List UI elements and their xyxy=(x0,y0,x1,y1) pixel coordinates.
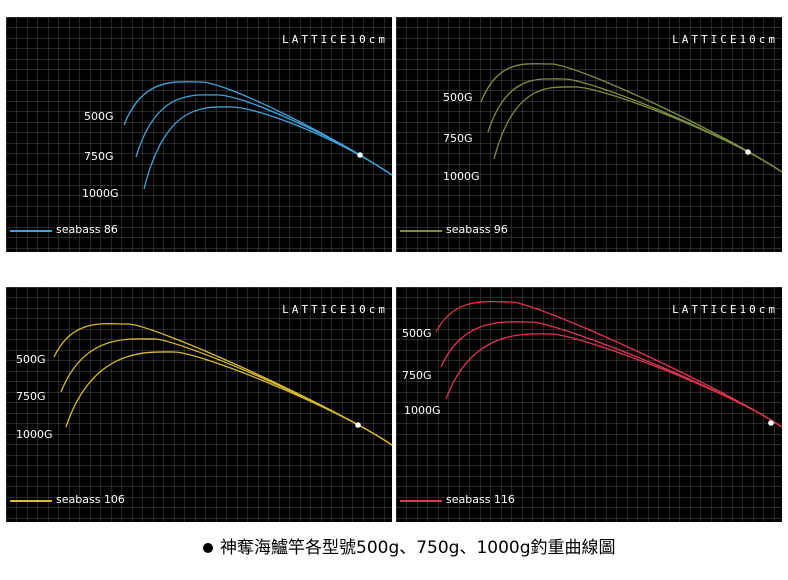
legend-label: seabass 106 xyxy=(56,493,125,506)
tip-dot xyxy=(745,149,751,155)
weight-label: 750G xyxy=(402,369,432,382)
bend-curve xyxy=(135,94,393,176)
bend-curve xyxy=(445,333,783,428)
weight-label: 750G xyxy=(84,150,114,163)
weight-label: 750G xyxy=(443,132,473,145)
weight-label: 1000G xyxy=(443,170,480,183)
lattice-label: LATTICE10cm xyxy=(282,33,388,46)
weight-label: 750G xyxy=(16,390,46,403)
bend-curve xyxy=(480,63,783,173)
grid xyxy=(6,17,392,252)
legend-label: seabass 96 xyxy=(446,223,508,236)
lattice-label: LATTICE10cm xyxy=(672,33,778,46)
caption: 神奪海鱸竿各型號500g、750g、1000g釣重曲線圖 xyxy=(220,538,616,558)
bend-curve xyxy=(435,301,783,428)
panel: LATTICE10cm 500G 750G 1000G seabass 96 xyxy=(396,17,783,252)
lattice-label: LATTICE10cm xyxy=(282,303,388,316)
weight-label: 500G xyxy=(84,110,114,123)
tip-dot xyxy=(357,152,363,158)
lattice-label: LATTICE10cm xyxy=(672,303,778,316)
grid xyxy=(6,287,392,522)
bend-curve xyxy=(493,86,783,173)
weight-label: 1000G xyxy=(404,404,441,417)
legend-label: seabass 86 xyxy=(56,223,118,236)
panel: LATTICE10cm 500G 750G 1000G seabass 86 xyxy=(6,17,393,252)
weight-label: 500G xyxy=(443,91,473,104)
weight-label: 500G xyxy=(402,327,432,340)
bend-curve xyxy=(143,106,393,190)
weight-label: 1000G xyxy=(82,187,119,200)
bullet xyxy=(203,543,213,553)
panel: LATTICE10cm 500G 750G 1000G seabass 116 xyxy=(396,287,783,522)
weight-label: 1000G xyxy=(16,428,53,441)
legend-label: seabass 116 xyxy=(446,493,515,506)
grid xyxy=(396,287,782,522)
bend-curve xyxy=(65,351,393,446)
weight-label: 500G xyxy=(16,353,46,366)
panel: LATTICE10cm 500G 750G 1000G seabass 106 xyxy=(6,287,393,522)
tip-dot xyxy=(355,422,361,428)
tip-dot xyxy=(768,420,774,426)
